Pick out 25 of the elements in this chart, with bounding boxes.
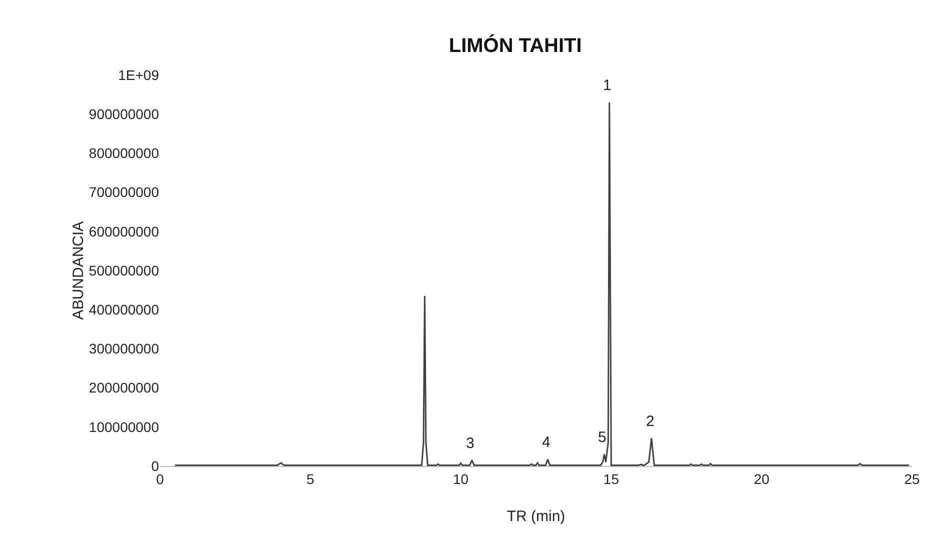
y-tick-label: 700000000 — [88, 184, 160, 200]
y-tick-label: 600000000 — [88, 223, 160, 240]
chart-title: LIMÓN TAHITI — [448, 34, 582, 58]
y-tick-label: 100000000 — [88, 418, 160, 435]
x-tick-label: 20 — [754, 470, 770, 487]
x-tick-label: 10 — [453, 470, 469, 487]
y-tick-label: 1E+09 — [118, 66, 160, 83]
annotation: 1 — [603, 77, 612, 94]
x-tick-label: 25 — [904, 470, 920, 487]
annotation: 3 — [466, 435, 474, 452]
annotation: 2 — [646, 413, 654, 430]
annotation: 4 — [542, 434, 550, 451]
x-axis-title: TR (min) — [506, 508, 566, 525]
x-tick-label: 15 — [603, 470, 620, 487]
y-tick-label: 900000000 — [88, 106, 160, 122]
line-series — [174, 102, 910, 466]
y-axis-title: ABUNDANCIA — [70, 221, 87, 320]
annotation: 5 — [598, 429, 606, 446]
y-tick-label: 200000000 — [88, 380, 160, 396]
y-tick-label: 300000000 — [88, 340, 160, 357]
y-tick-label: 400000000 — [88, 302, 160, 318]
y-tick-label: 500000000 — [88, 262, 160, 278]
x-tick-label: 5 — [306, 470, 314, 487]
y-tick-label: 800000000 — [88, 145, 160, 162]
y-tick-label: 0 — [151, 458, 160, 474]
